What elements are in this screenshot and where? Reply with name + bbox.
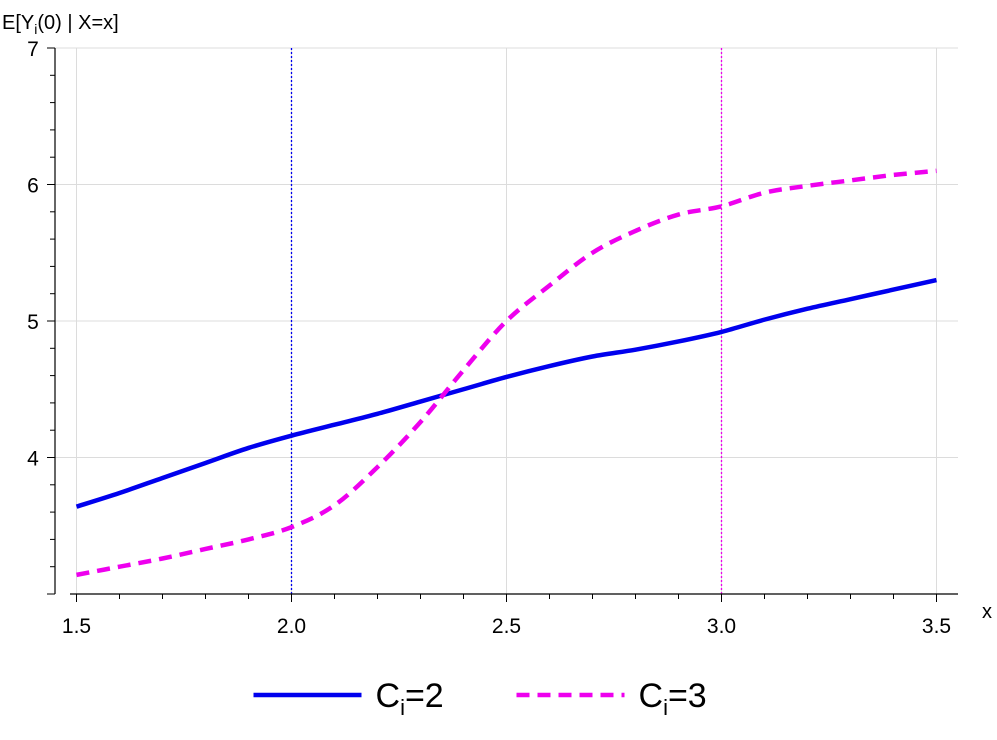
y-tick-label: 5	[27, 311, 39, 334]
y-tick-label: 7	[27, 38, 39, 61]
series-line-1	[75, 277, 937, 509]
x-tick-label: 2.0	[277, 615, 306, 638]
axis-labels: 1.5 2.0 2.5 3.0 3.5 4 5 6 7 x E[Yi(0) | X=x]	[2, 12, 992, 638]
y-tick-label: 4	[27, 448, 39, 471]
x-tick-label: 1.5	[62, 615, 91, 638]
series-lines	[75, 168, 937, 578]
y-axis-title: E[Yi(0) | X=x]	[2, 12, 119, 37]
y-tick-label: 6	[27, 175, 39, 198]
x-tick-label: 3.0	[707, 615, 736, 638]
x-tick-label: 2.5	[492, 615, 521, 638]
legend: Ci=2 Ci=3	[253, 677, 707, 720]
legend-label: Ci=3	[639, 677, 707, 720]
legend-label: Ci=2	[376, 677, 444, 720]
x-tick-label: 3.5	[922, 615, 951, 638]
series-line-2	[76, 168, 937, 578]
x-axis-title: x	[982, 601, 992, 623]
reference-lines	[290, 48, 723, 594]
axes	[47, 47, 958, 602]
grid	[55, 47, 958, 594]
